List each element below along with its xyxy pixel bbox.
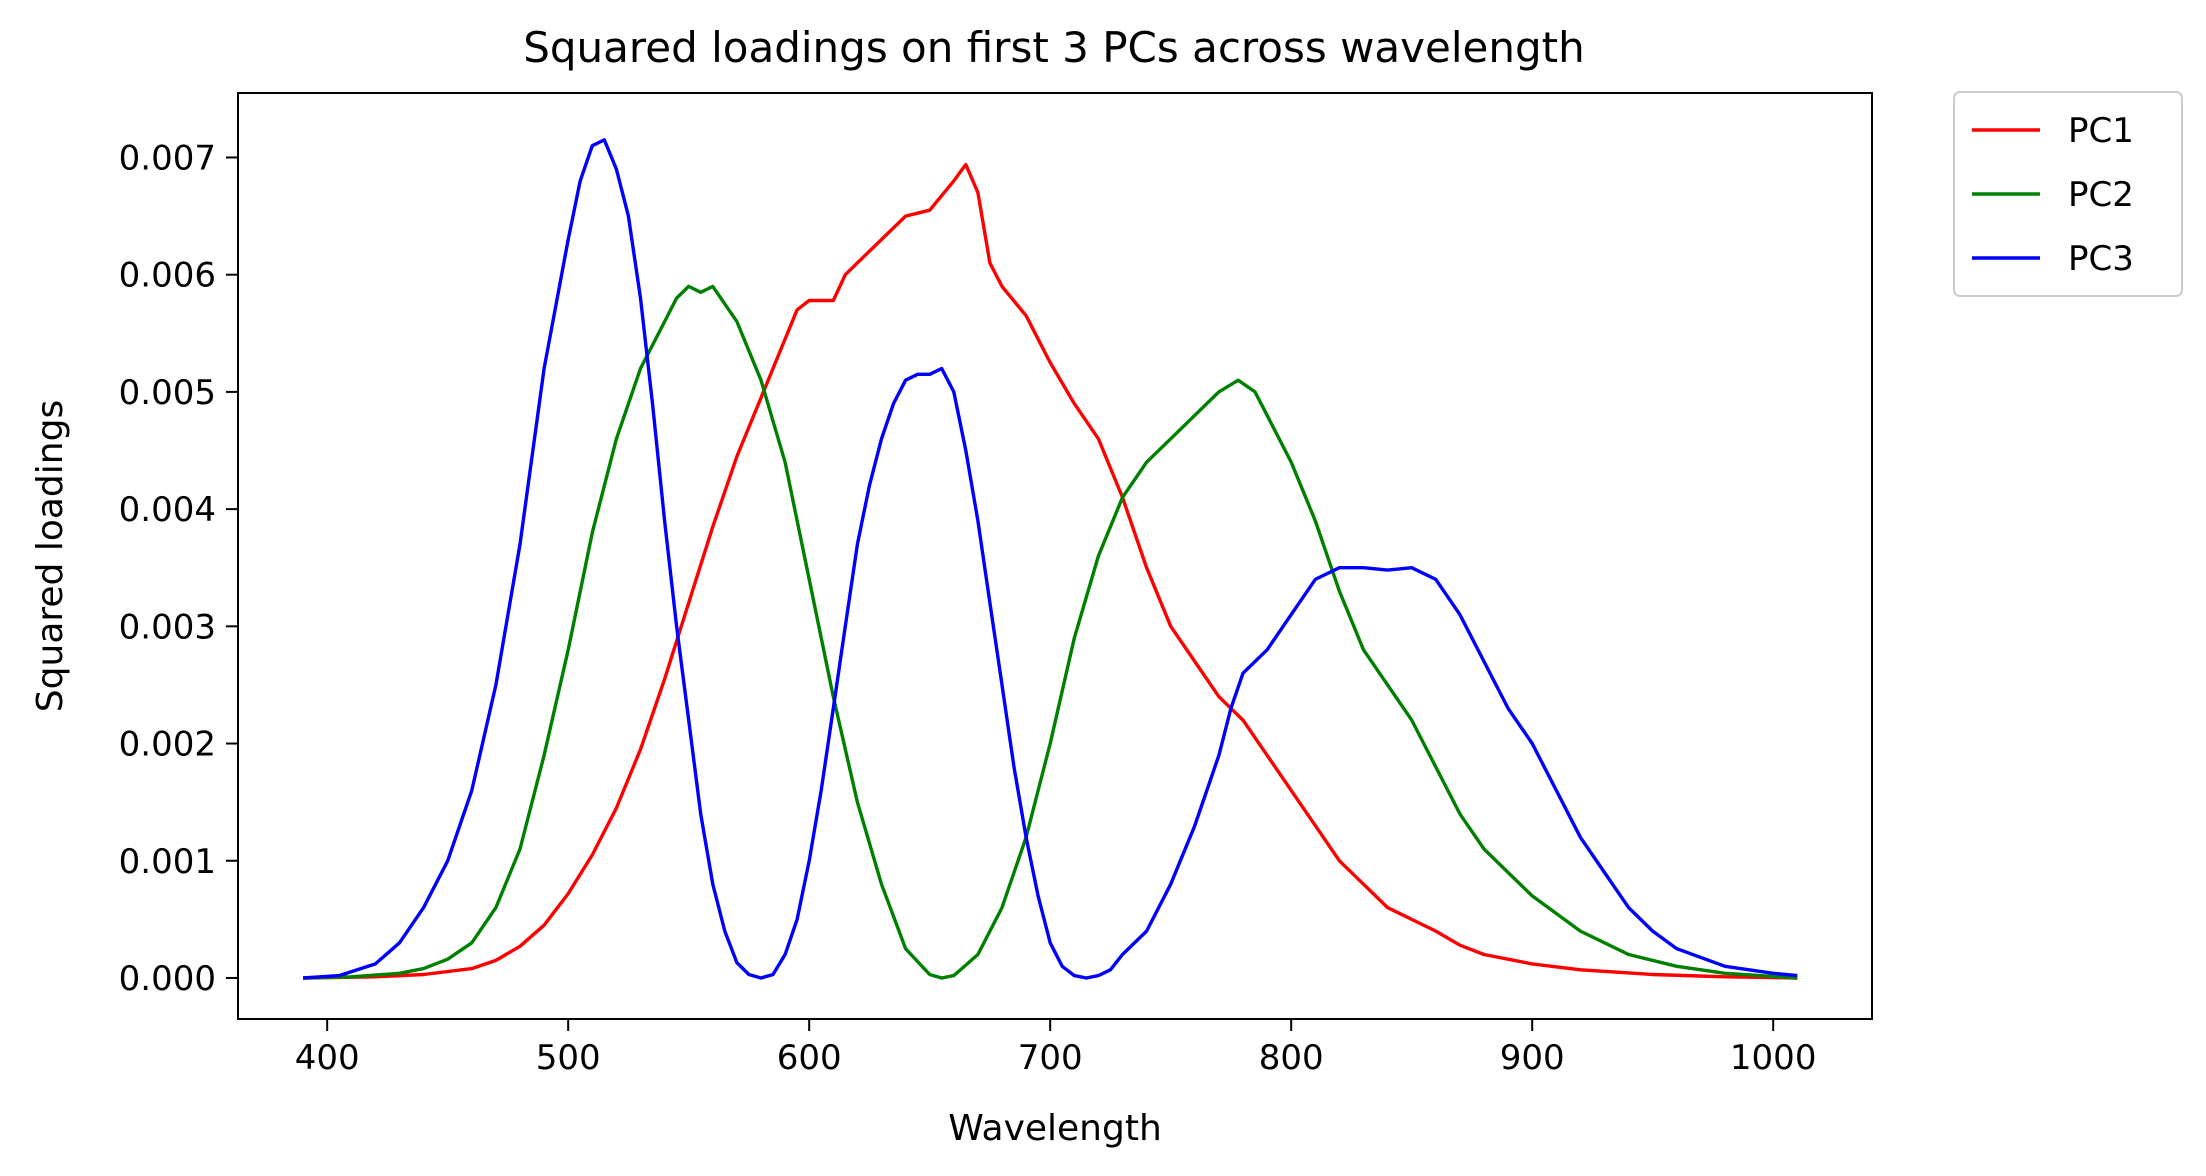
series-line-pc1 xyxy=(303,162,1798,980)
x-tick-label: 700 xyxy=(1018,1038,1083,1078)
series-layer xyxy=(302,138,1798,980)
chart-title: Squared loadings on first 3 PCs across w… xyxy=(523,23,1585,72)
y-tick-label: 0.001 xyxy=(119,842,216,882)
y-tick-label: 0.004 xyxy=(119,490,216,530)
y-tick-label: 0.007 xyxy=(119,138,216,178)
x-tick-label: 400 xyxy=(295,1038,360,1078)
legend: PC1 PC2 PC3 xyxy=(1953,91,2183,297)
legend-box xyxy=(1953,91,2183,297)
x-axis: 400 500 600 700 800 900 1000 xyxy=(295,1019,1817,1078)
series-line-pc3 xyxy=(302,138,1798,980)
y-axis: 0.000 0.001 0.002 0.003 0.004 0.005 0.006 0.007 xyxy=(119,138,238,999)
x-tick-label: 600 xyxy=(777,1038,842,1078)
series-line-pc2 xyxy=(303,284,1798,980)
x-axis-title: Wavelength xyxy=(948,1108,1162,1149)
x-tick-label: 800 xyxy=(1259,1038,1324,1078)
y-tick-label: 0.005 xyxy=(119,373,216,413)
y-tick-label: 0.002 xyxy=(119,725,216,765)
x-tick-label: 900 xyxy=(1500,1038,1565,1078)
y-tick-label: 0.003 xyxy=(119,607,216,647)
legend-label-pc3: PC3 xyxy=(2068,239,2134,279)
x-tick-label: 500 xyxy=(536,1038,601,1078)
y-axis-title: Squared loadings xyxy=(30,400,71,712)
x-tick-label: 1000 xyxy=(1730,1038,1817,1078)
legend-label-pc1: PC1 xyxy=(2068,111,2134,151)
y-tick-label: 0.006 xyxy=(119,256,216,296)
legend-label-pc2: PC2 xyxy=(2068,175,2134,215)
plot-frame xyxy=(237,92,1873,1020)
y-tick-label: 0.000 xyxy=(119,959,216,999)
